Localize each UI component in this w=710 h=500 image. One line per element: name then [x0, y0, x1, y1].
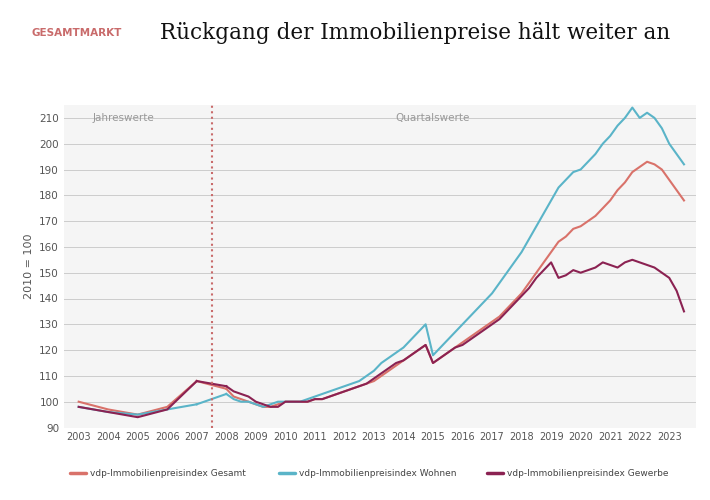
Text: Quartalswerte: Quartalswerte	[395, 112, 470, 122]
Y-axis label: 2010 = 100: 2010 = 100	[23, 234, 34, 299]
Text: vdp-Immobilienpreisindex Gewerbe: vdp-Immobilienpreisindex Gewerbe	[508, 468, 669, 477]
Text: GESAMTMARKT: GESAMTMARKT	[32, 28, 122, 38]
Text: Wohn-/Gewerbeimmobilien: Wohn-/Gewerbeimmobilien	[72, 84, 250, 97]
Text: vdp-Immobilienpreisindex Gesamt: vdp-Immobilienpreisindex Gesamt	[90, 468, 246, 477]
Text: vdp-Immobilienpreisindex Wohnen: vdp-Immobilienpreisindex Wohnen	[299, 468, 457, 477]
Text: Rückgang der Immobilienpreise hält weiter an: Rückgang der Immobilienpreise hält weite…	[160, 22, 670, 44]
Text: Jahreswerte: Jahreswerte	[92, 112, 154, 122]
